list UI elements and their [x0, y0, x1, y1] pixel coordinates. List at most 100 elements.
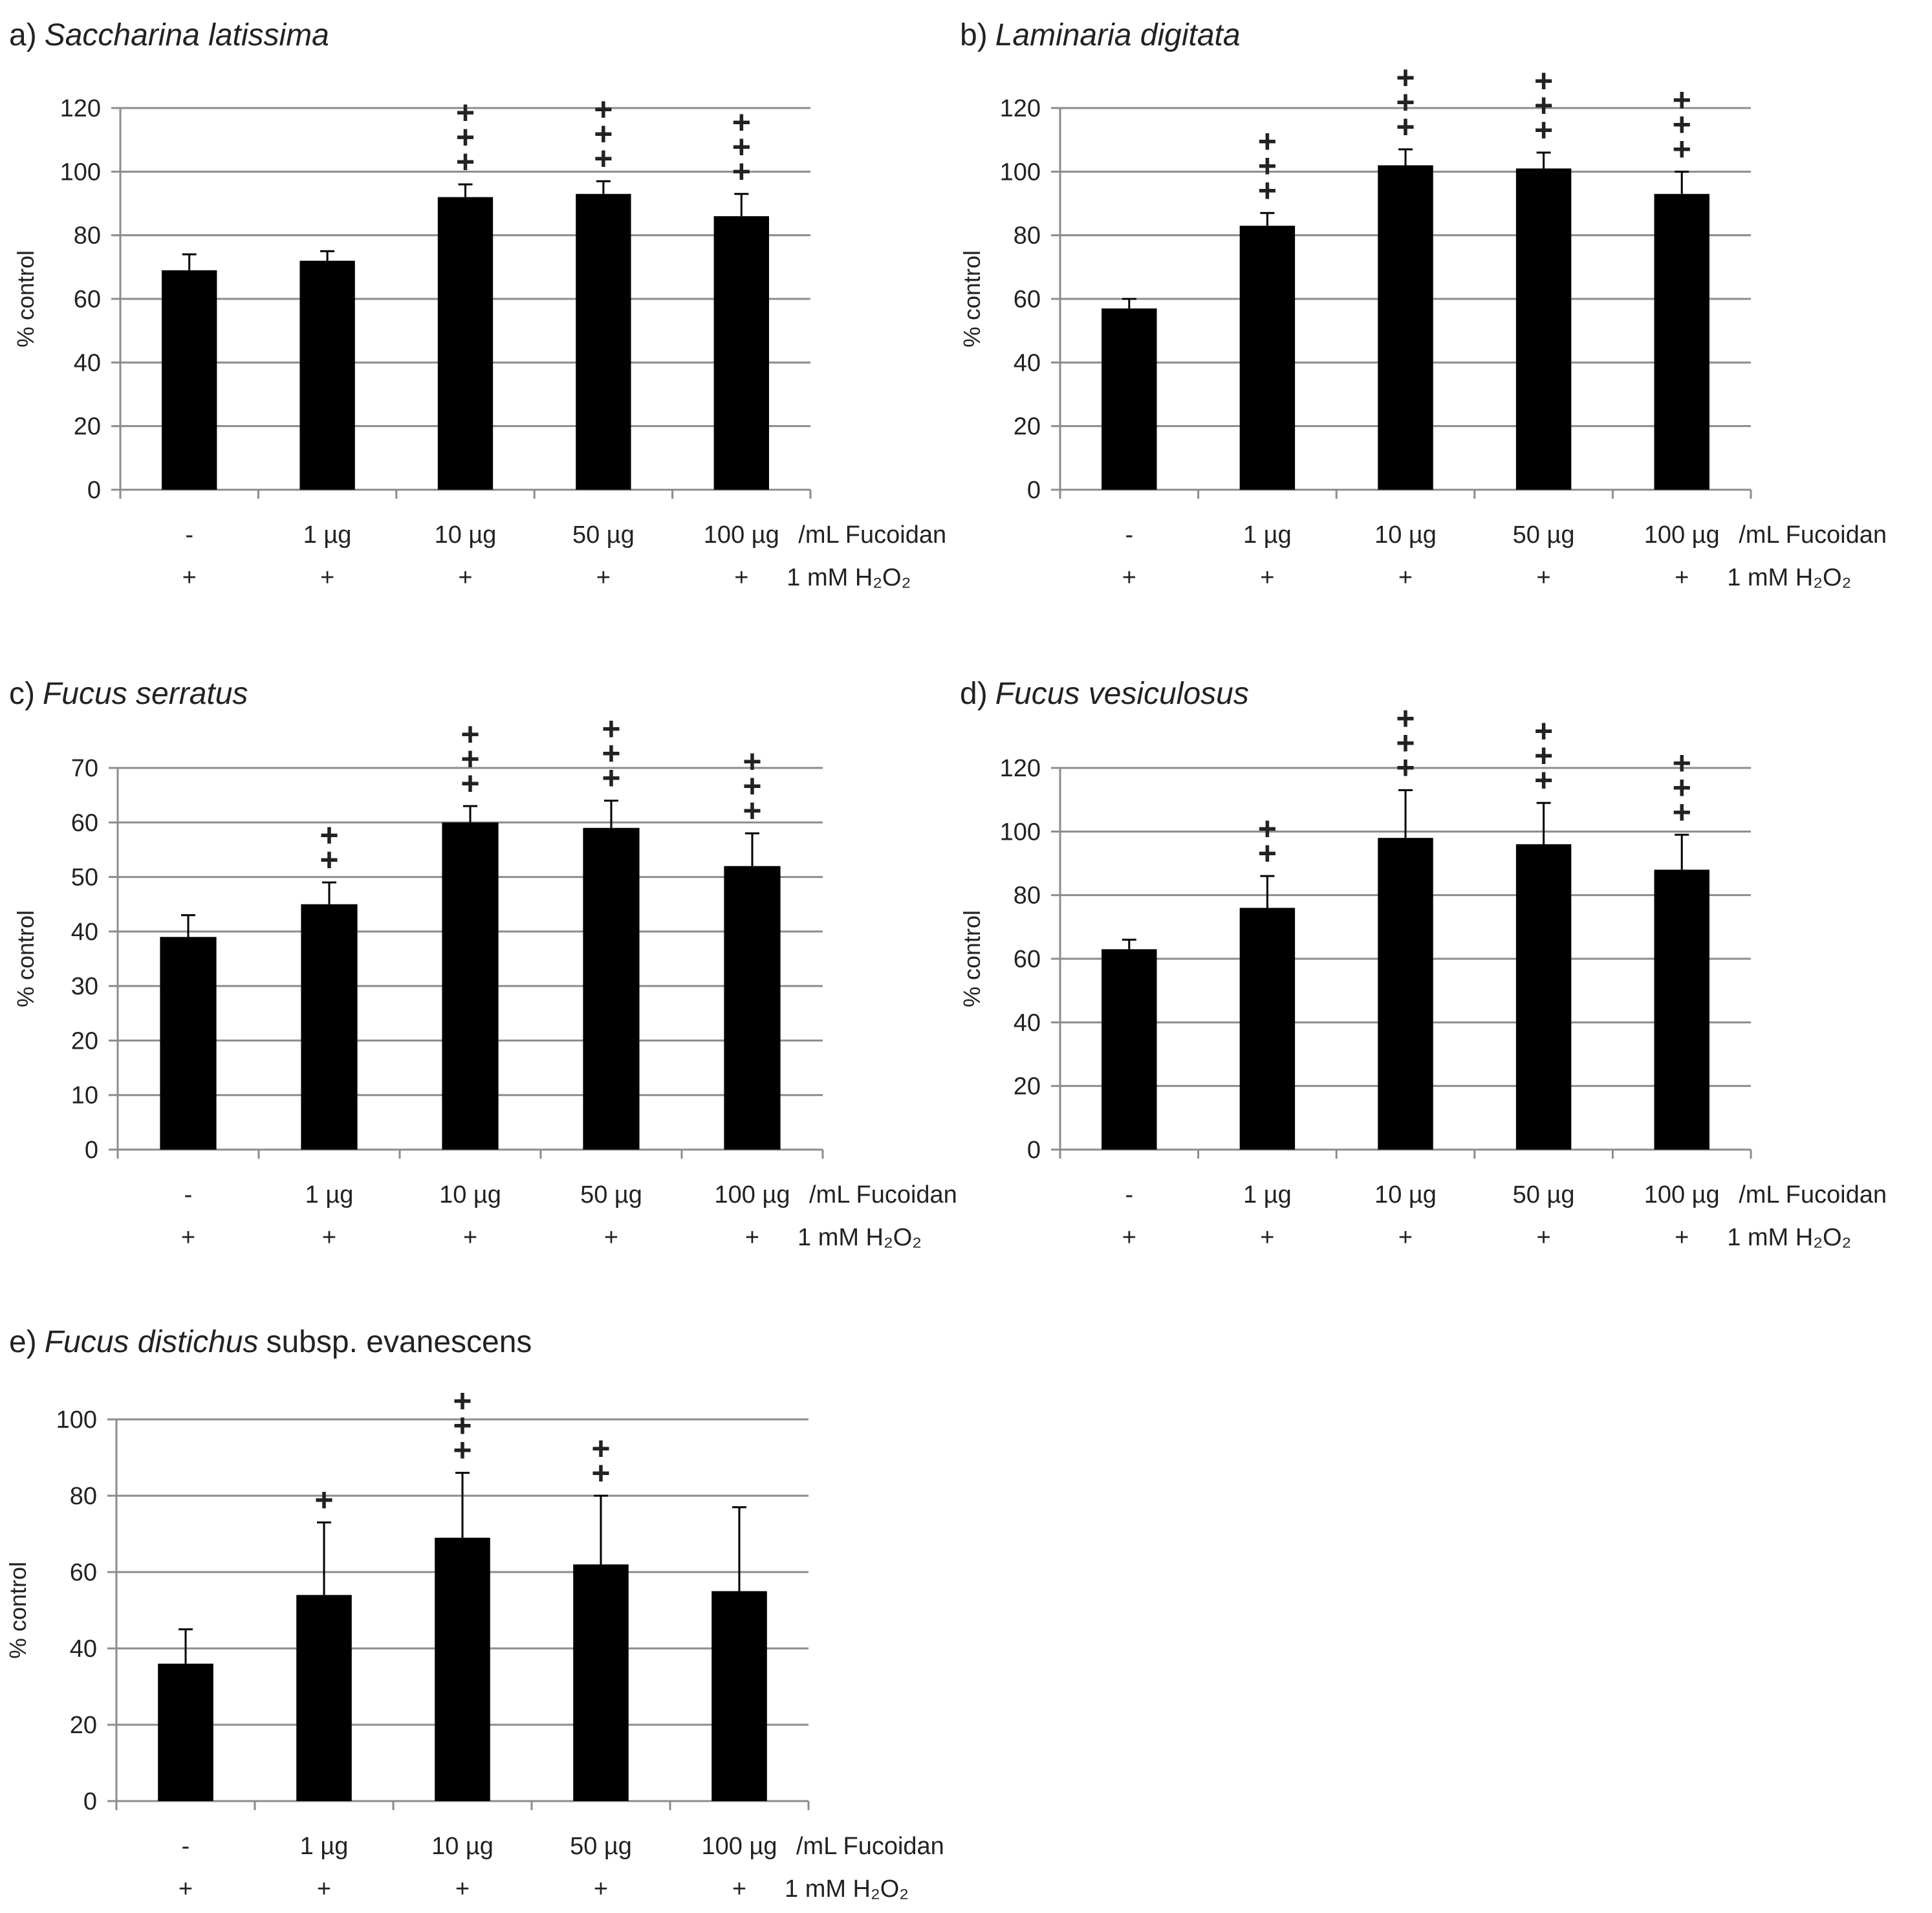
x-category-label: 1 µg	[303, 521, 352, 549]
h2o2-row-label: 1 mM H₂O₂	[1727, 564, 1851, 591]
h2o2-mark: +	[317, 1875, 331, 1903]
bar-3	[583, 827, 640, 1150]
y-tick-label: 0	[85, 1137, 98, 1164]
significance-mark: +	[1396, 700, 1415, 736]
bar-4	[713, 216, 769, 490]
x-category-label: 50 µg	[1513, 1181, 1575, 1208]
x-category-label: 50 µg	[1513, 521, 1575, 549]
significance-mark: +	[1396, 109, 1415, 145]
significance-mark: +	[602, 711, 620, 747]
h2o2-row-label: 1 mM H₂O₂	[785, 1875, 909, 1903]
x-category-label: 100 µg	[1644, 521, 1720, 549]
y-tick-label: 100	[56, 1406, 97, 1434]
bar-0	[158, 1663, 213, 1801]
h2o2-mark: +	[1675, 1224, 1689, 1251]
significance-mark: +	[456, 119, 475, 155]
h2o2-mark: +	[463, 1224, 477, 1251]
y-tick-label: 60	[1014, 946, 1041, 973]
chart-panel-e: e) Fucus distichus subsp. evanescens 0 20 40 6…	[5, 1325, 944, 1903]
h2o2-mark: +	[1260, 564, 1274, 591]
y-tick-label: 120	[60, 95, 101, 122]
significance-mark: +	[591, 1455, 610, 1491]
significance-mark: +	[1534, 87, 1553, 124]
panel-label: d)	[960, 677, 988, 711]
y-tick-label: 80	[70, 1483, 97, 1510]
y-tick-label: 80	[1014, 882, 1041, 910]
bar-2	[442, 822, 499, 1150]
chart-title: a) Saccharina latissima	[9, 18, 329, 52]
bar-2	[1378, 838, 1433, 1150]
chart-panel-d: d) Fucus vesiculosus 0 20 40 60 80 100 120 % cont…	[959, 677, 1887, 1251]
x-category-label: 1 µg	[1243, 521, 1292, 549]
y-tick-label: 20	[1014, 413, 1041, 441]
y-tick-label: 60	[1014, 286, 1041, 313]
bar-2	[1378, 165, 1433, 490]
h2o2-mark: +	[1122, 1224, 1136, 1251]
h2o2-row-label: 1 mM H₂O₂	[787, 564, 911, 591]
y-tick-label: 40	[1014, 349, 1041, 377]
bar-0	[160, 937, 217, 1150]
x-category-label: 10 µg	[439, 1181, 501, 1208]
bar-1	[1239, 908, 1296, 1150]
y-tick-label: 20	[70, 1712, 97, 1739]
bar-3	[573, 1564, 629, 1801]
x-category-label: 50 µg	[570, 1833, 632, 1860]
significance-mark: +	[1673, 794, 1691, 830]
x-category-label: 100 µg	[704, 521, 779, 549]
x-category-label: 100 µg	[1644, 1181, 1720, 1208]
x-unit-label: /mL Fucoidan	[798, 521, 946, 549]
h2o2-mark: +	[1675, 564, 1689, 591]
significance-mark: +	[1258, 811, 1277, 847]
bar-3	[1515, 844, 1572, 1150]
chart-panel-a: a) Saccharina latissima 0 20 40 60 80 100 120 % c…	[9, 18, 946, 591]
y-tick-label: 120	[1000, 95, 1041, 122]
significance-mark: +	[1534, 63, 1553, 99]
y-axis-label: % control	[12, 910, 39, 1007]
h2o2-mark: +	[1260, 1224, 1274, 1251]
y-tick-label: 10	[71, 1082, 98, 1110]
x-category-label: 10 µg	[435, 521, 497, 549]
significance-mark: +	[461, 741, 479, 777]
significance-mark: +	[456, 94, 475, 131]
h2o2-mark: +	[1536, 1224, 1550, 1251]
significance-mark: +	[743, 768, 761, 804]
y-tick-label: 60	[71, 809, 98, 836]
significance-mark: +	[1258, 123, 1277, 159]
y-tick-label: 100	[60, 159, 101, 186]
h2o2-mark: +	[320, 564, 334, 591]
y-tick-label: 80	[1014, 223, 1041, 250]
y-tick-label: 40	[1014, 1009, 1041, 1036]
bar-4	[711, 1591, 767, 1801]
significance-mark: +	[732, 104, 751, 140]
chart-panel-b: b) Laminaria digitata 0 20 40 60 80 100 120 % con…	[959, 18, 1887, 591]
bar-0	[1102, 949, 1157, 1150]
y-tick-label: 60	[70, 1559, 97, 1586]
x-unit-label: /mL Fucoidan	[1739, 521, 1887, 549]
title-suffix: subsp. evanescens	[266, 1325, 532, 1359]
bar-4	[1654, 869, 1709, 1150]
h2o2-row-label: 1 mM H₂O₂	[1727, 1224, 1851, 1251]
y-tick-label: 0	[1027, 1137, 1041, 1164]
significance-mark: +	[314, 1481, 333, 1518]
panel-label: a)	[9, 18, 37, 52]
x-category-label: 10 µg	[431, 1833, 494, 1860]
y-tick-label: 0	[87, 477, 101, 504]
bar-0	[162, 270, 217, 490]
y-tick-label: 80	[74, 223, 101, 250]
significance-mark: +	[453, 1432, 472, 1469]
significance-mark: +	[1396, 84, 1415, 120]
y-tick-label: 40	[71, 919, 98, 946]
h2o2-mark: +	[182, 564, 197, 591]
significance-mark: +	[732, 153, 751, 190]
h2o2-mark: +	[1122, 564, 1136, 591]
h2o2-mark: +	[734, 564, 748, 591]
x-category-label: -	[1125, 1181, 1133, 1208]
significance-mark: +	[743, 743, 761, 780]
y-tick-label: 120	[1000, 755, 1041, 782]
h2o2-mark: +	[1398, 564, 1413, 591]
y-axis-label: % control	[959, 250, 985, 347]
bar-4	[724, 866, 781, 1150]
h2o2-mark: +	[732, 1875, 746, 1903]
significance-mark: +	[1673, 106, 1691, 142]
